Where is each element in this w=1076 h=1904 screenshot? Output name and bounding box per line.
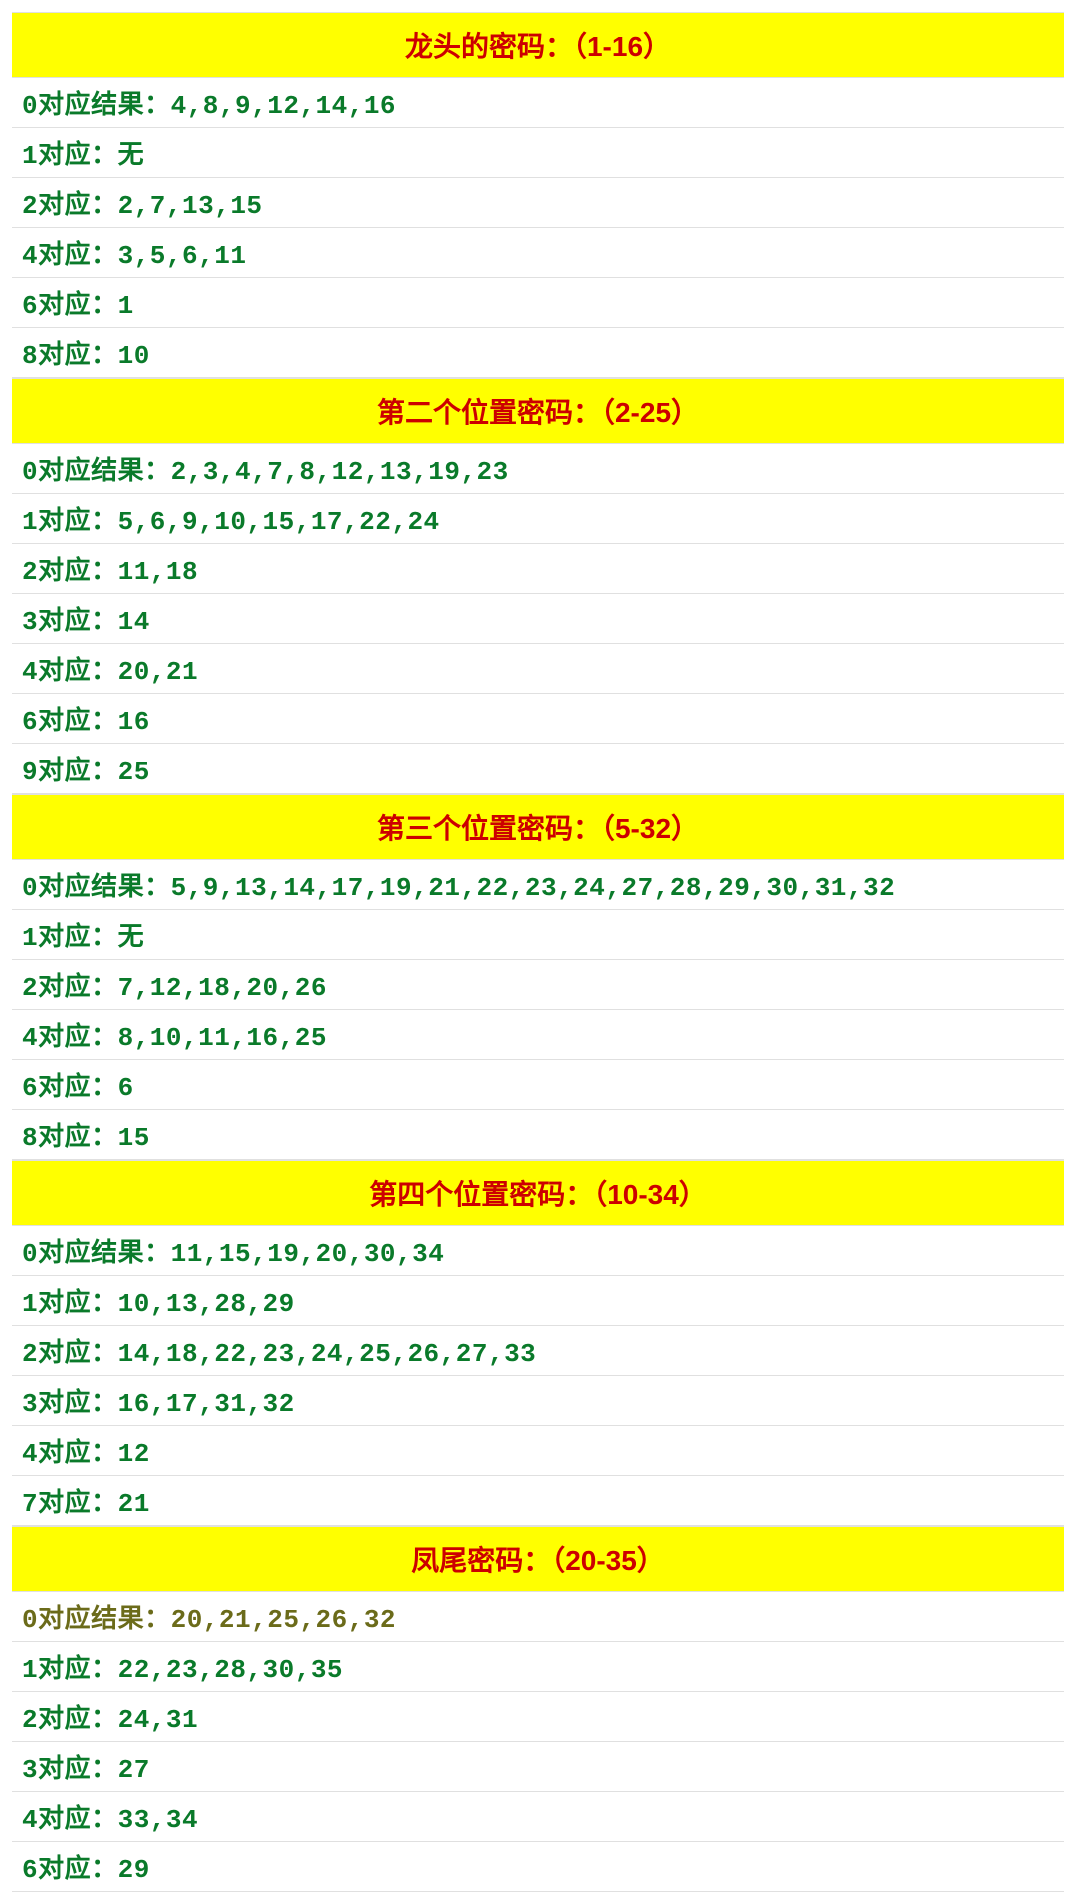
data-row: 8对应：15 (12, 1110, 1064, 1160)
data-row: 4对应：33,34 (12, 1792, 1064, 1842)
data-row: 6对应：1 (12, 278, 1064, 328)
data-row: 8对应：10 (12, 328, 1064, 378)
data-row: 9对应：25 (12, 744, 1064, 794)
data-row: 4对应：3,5,6,11 (12, 228, 1064, 278)
data-row: 6对应：6 (12, 1060, 1064, 1110)
data-row: 0对应结果：4,8,9,12,14,16 (12, 78, 1064, 128)
data-row: 4对应：8,10,11,16,25 (12, 1010, 1064, 1060)
data-row: 4对应：12 (12, 1426, 1064, 1476)
section: 第二个位置密码：（2-25）0对应结果：2,3,4,7,8,12,13,19,2… (12, 378, 1064, 794)
section: 第四个位置密码：（10-34）0对应结果：11,15,19,20,30,341对… (12, 1160, 1064, 1526)
data-row: 3对应：16,17,31,32 (12, 1376, 1064, 1426)
section-header: 第三个位置密码：（5-32） (12, 794, 1064, 860)
section: 龙头的密码：（1-16）0对应结果：4,8,9,12,14,161对应：无2对应… (12, 12, 1064, 378)
section-header: 第二个位置密码：（2-25） (12, 378, 1064, 444)
data-row: 1对应：22,23,28,30,35 (12, 1642, 1064, 1692)
section-header: 第四个位置密码：（10-34） (12, 1160, 1064, 1226)
data-row: 2对应：7,12,18,20,26 (12, 960, 1064, 1010)
section: 第三个位置密码：（5-32）0对应结果：5,9,13,14,17,19,21,2… (12, 794, 1064, 1160)
data-row: 1对应：无 (12, 910, 1064, 960)
data-row: 4对应：20,21 (12, 644, 1064, 694)
data-row: 3对应：27 (12, 1742, 1064, 1792)
data-row: 3对应：14 (12, 594, 1064, 644)
data-row: 6对应：29 (12, 1842, 1064, 1892)
data-row: 6对应：16 (12, 694, 1064, 744)
data-row: 1对应：5,6,9,10,15,17,22,24 (12, 494, 1064, 544)
data-row: 1对应：无 (12, 128, 1064, 178)
data-row: 0对应结果：5,9,13,14,17,19,21,22,23,24,27,28,… (12, 860, 1064, 910)
sections-container: 龙头的密码：（1-16）0对应结果：4,8,9,12,14,161对应：无2对应… (12, 12, 1064, 1892)
data-row: 2对应：14,18,22,23,24,25,26,27,33 (12, 1326, 1064, 1376)
data-row: 7对应：21 (12, 1476, 1064, 1526)
section-header: 龙头的密码：（1-16） (12, 12, 1064, 78)
data-row: 0对应结果：20,21,25,26,32 (12, 1592, 1064, 1642)
section: 凤尾密码：（20-35）0对应结果：20,21,25,26,321对应：22,2… (12, 1526, 1064, 1892)
data-row: 2对应：2,7,13,15 (12, 178, 1064, 228)
data-row: 0对应结果：2,3,4,7,8,12,13,19,23 (12, 444, 1064, 494)
data-row: 1对应：10,13,28,29 (12, 1276, 1064, 1326)
data-row: 2对应：24,31 (12, 1692, 1064, 1742)
data-row: 2对应：11,18 (12, 544, 1064, 594)
section-header: 凤尾密码：（20-35） (12, 1526, 1064, 1592)
data-row: 0对应结果：11,15,19,20,30,34 (12, 1226, 1064, 1276)
